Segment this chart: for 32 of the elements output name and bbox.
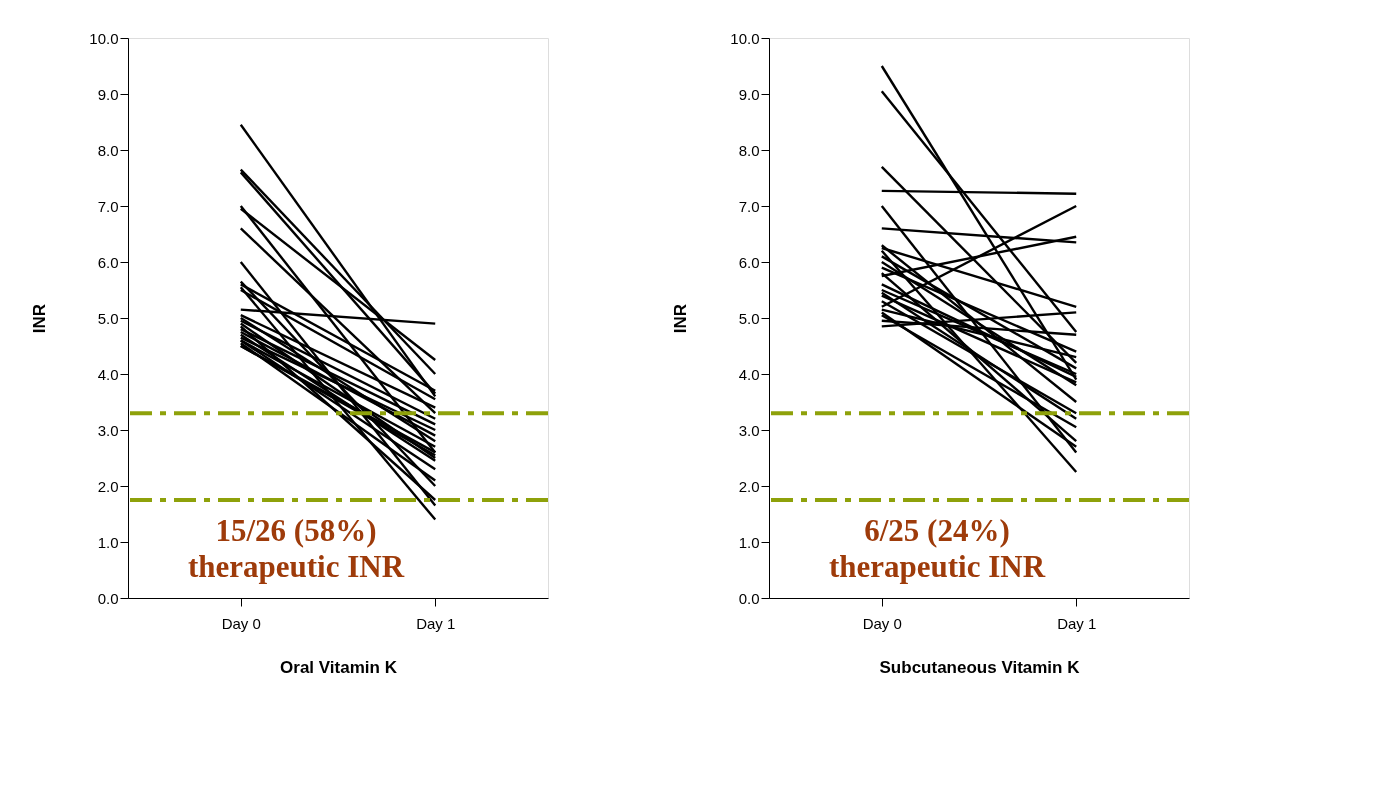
y-tick-label: 5.0 [97, 309, 119, 327]
y-tick-label: 0.0 [97, 589, 119, 607]
y-axis-title: INR [671, 303, 691, 334]
y-tick-label: 5.0 [738, 309, 760, 327]
x-tick-label: Day 0 [862, 614, 902, 632]
y-tick-label: 3.0 [738, 421, 760, 439]
y-tick-label: 10.0 [730, 29, 760, 47]
y-tick-label: 9.0 [738, 85, 760, 103]
y-tick-label: 9.0 [97, 85, 119, 103]
y-tick-label: 7.0 [738, 197, 760, 215]
y-tick-label: 1.0 [738, 533, 760, 551]
y-tick-label: 4.0 [97, 365, 119, 383]
y-tick-label: 6.0 [738, 253, 760, 271]
y-axis-title: INR [30, 303, 50, 334]
y-tick-label: 1.0 [97, 533, 119, 551]
y-tick-label: 2.0 [738, 477, 760, 495]
x-axis-title: Oral Vitamin K [280, 657, 398, 677]
y-tick-label: 2.0 [97, 477, 119, 495]
y-tick-label: 7.0 [97, 197, 119, 215]
y-tick-label: 10.0 [89, 29, 119, 47]
y-tick-label: 6.0 [97, 253, 119, 271]
annotation: 15/26 (58%) therapeutic INR [187, 512, 405, 584]
y-tick-label: 0.0 [738, 589, 760, 607]
x-tick-label: Day 1 [416, 614, 456, 632]
y-tick-label: 8.0 [738, 141, 760, 159]
y-tick-label: 3.0 [97, 421, 119, 439]
y-tick-label: 4.0 [738, 365, 760, 383]
x-tick-label: Day 1 [1057, 614, 1097, 632]
x-axis-title: Subcutaneous Vitamin K [879, 657, 1081, 677]
y-tick-label: 8.0 [97, 141, 119, 159]
annotation: 6/25 (24%) therapeutic INR [828, 512, 1046, 584]
x-tick-label: Day 0 [221, 614, 261, 632]
